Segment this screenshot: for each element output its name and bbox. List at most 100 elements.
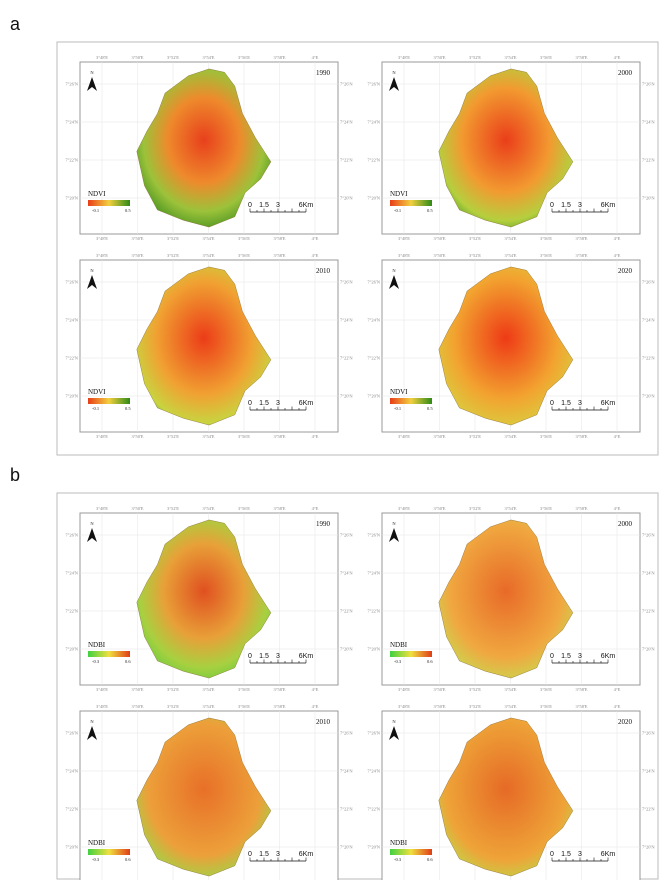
legend-title: NDVI [390,190,408,198]
longitude-label: 3°52'E [167,434,179,439]
longitude-label: 3°48'E [398,434,410,439]
latitude-label: 7°20'N [65,845,78,850]
legend-max: 0.5 [125,406,131,411]
latitude-label: 7°20'N [65,394,78,399]
year-label: 1990 [316,520,331,528]
longitude-label: 3°54'E [504,236,516,241]
longitude-label: 3°50'E [433,704,445,709]
longitude-label: 3°50'E [131,55,143,60]
map: 3°48'E3°48'E3°50'E3°50'E3°52'E3°52'E3°54… [65,55,353,241]
latitude-label: 7°22'N [367,609,380,614]
longitude-label: 3°54'E [202,434,214,439]
longitude-label: 3°48'E [398,687,410,692]
longitude-label: 3°56'E [238,434,250,439]
figure: a3°48'E3°48'E3°50'E3°50'E3°52'E3°52'E3°5… [0,0,664,880]
scale-label: 1.5 [561,653,571,660]
longitude-label: 3°56'E [238,687,250,692]
longitude-label: 3°50'E [131,253,143,258]
longitude-label: 3°54'E [504,434,516,439]
latitude-label: 7°26'N [65,533,78,538]
longitude-label: 3°58'E [575,253,587,258]
longitude-label: 3°48'E [96,55,108,60]
legend-max: 0.6 [427,857,433,862]
latitude-label: 7°24'N [340,769,353,774]
map: 3°48'E3°48'E3°50'E3°50'E3°52'E3°52'E3°54… [65,506,353,692]
longitude-label: 4°E [312,434,319,439]
map: 3°48'E3°48'E3°50'E3°50'E3°52'E3°52'E3°54… [367,253,655,439]
scale-label: 1.5 [259,653,269,660]
latitude-label: 7°22'N [642,807,655,812]
longitude-label: 3°50'E [131,236,143,241]
scale-label: 3 [578,851,582,858]
latitude-label: 7°24'N [65,571,78,576]
longitude-label: 3°52'E [469,55,481,60]
longitude-label: 3°58'E [575,434,587,439]
latitude-label: 7°22'N [340,158,353,163]
scale-label: 6Km [299,653,314,660]
longitude-label: 3°56'E [540,687,552,692]
latitude-label: 7°22'N [340,807,353,812]
longitude-label: 3°58'E [575,704,587,709]
longitude-label: 3°48'E [398,506,410,511]
map: 3°48'E3°48'E3°50'E3°50'E3°52'E3°52'E3°54… [65,253,353,439]
latitude-label: 7°22'N [367,356,380,361]
legend-min: -0.1 [394,406,401,411]
scale-label: 3 [276,653,280,660]
longitude-label: 4°E [312,55,319,60]
longitude-label: 3°56'E [540,55,552,60]
scale-label: 3 [276,851,280,858]
latitude-label: 7°22'N [340,609,353,614]
latitude-label: 7°26'N [642,280,655,285]
latitude-label: 7°20'N [642,394,655,399]
latitude-label: 7°20'N [340,845,353,850]
latitude-label: 7°22'N [367,807,380,812]
longitude-label: 3°48'E [398,704,410,709]
latitude-label: 7°26'N [340,82,353,87]
longitude-label: 3°48'E [96,687,108,692]
latitude-label: 7°22'N [65,158,78,163]
longitude-label: 3°56'E [238,236,250,241]
longitude-label: 3°54'E [202,55,214,60]
longitude-label: 3°54'E [202,687,214,692]
latitude-label: 7°26'N [642,731,655,736]
scale-label: 1.5 [561,851,571,858]
panel-label: b [10,465,20,485]
longitude-label: 3°50'E [433,253,445,258]
latitude-label: 7°22'N [65,807,78,812]
longitude-label: 3°48'E [96,704,108,709]
longitude-label: 3°50'E [433,434,445,439]
latitude-label: 7°20'N [642,647,655,652]
latitude-label: 7°26'N [65,731,78,736]
longitude-label: 4°E [312,506,319,511]
longitude-label: 3°48'E [398,236,410,241]
map: 3°48'E3°48'E3°50'E3°50'E3°52'E3°52'E3°54… [65,704,353,880]
longitude-label: 3°50'E [131,506,143,511]
scale-label: 0 [248,851,252,858]
scale-label: 3 [578,653,582,660]
longitude-label: 4°E [614,687,621,692]
longitude-label: 3°48'E [96,253,108,258]
longitude-label: 3°54'E [504,687,516,692]
longitude-label: 3°54'E [202,236,214,241]
legend-max: 0.6 [125,659,131,664]
latitude-label: 7°26'N [642,533,655,538]
longitude-label: 3°58'E [273,506,285,511]
longitude-label: 4°E [614,506,621,511]
latitude-label: 7°22'N [340,356,353,361]
latitude-label: 7°24'N [642,318,655,323]
latitude-label: 7°20'N [642,196,655,201]
latitude-label: 7°22'N [642,356,655,361]
longitude-label: 4°E [312,253,319,258]
longitude-label: 3°50'E [433,506,445,511]
legend-ramp [390,398,432,404]
scale-label: 6Km [601,653,616,660]
latitude-label: 7°24'N [642,571,655,576]
legend-ramp [88,200,130,206]
longitude-label: 3°52'E [167,506,179,511]
longitude-label: 3°52'E [469,506,481,511]
latitude-label: 7°20'N [340,394,353,399]
scale-label: 6Km [299,400,314,407]
longitude-label: 3°58'E [273,704,285,709]
scale-label: 0 [248,202,252,209]
longitude-label: 3°54'E [504,55,516,60]
